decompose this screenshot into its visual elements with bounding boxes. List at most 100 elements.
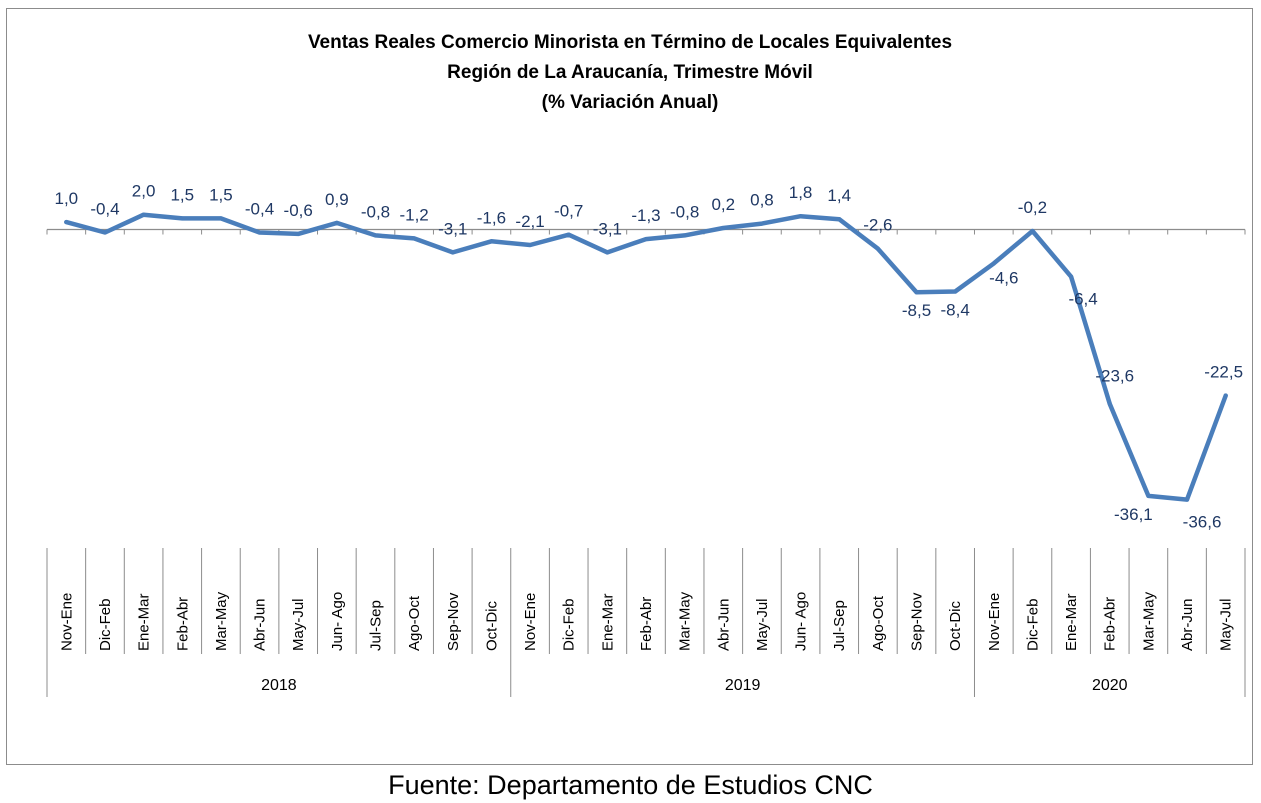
data-label: -2,6	[863, 216, 892, 235]
data-label: 1,8	[789, 183, 813, 202]
category-label: Dic-Feb	[1024, 598, 1041, 651]
data-point	[528, 242, 533, 247]
data-point	[759, 221, 764, 226]
category-label: May-Jul	[754, 598, 771, 651]
data-point	[1223, 393, 1228, 398]
data-point	[953, 289, 958, 294]
category-label: Nov-Ene	[986, 593, 1003, 651]
data-point	[412, 236, 417, 241]
data-point	[450, 250, 455, 255]
chart-subtitle: Región de La Araucanía, Trimestre Móvil	[447, 62, 813, 83]
data-label: -3,1	[593, 219, 622, 238]
data-point	[180, 216, 185, 221]
data-label: 1,0	[55, 189, 79, 208]
category-label: Feb-Abr	[638, 597, 655, 651]
data-label: 0,8	[750, 191, 774, 210]
data-label: -0,7	[554, 202, 583, 221]
data-point	[566, 232, 571, 237]
data-point	[875, 246, 880, 251]
data-label: -23,6	[1095, 367, 1134, 386]
data-point	[489, 239, 494, 244]
category-label: May-Jul	[290, 598, 307, 651]
data-label: -0,2	[1018, 198, 1047, 217]
data-point	[373, 233, 378, 238]
data-point	[1146, 493, 1151, 498]
category-label: Mar-May	[213, 591, 230, 651]
series-line-layer	[64, 212, 1228, 502]
data-label: -8,4	[941, 300, 970, 319]
data-label: -22,5	[1204, 363, 1243, 382]
category-label-layer: Nov-Ene Dic-Feb Ene-Mar Feb-Abr Mar-May Abr-J…	[58, 591, 1234, 694]
category-label: Jun- Ago	[793, 592, 810, 651]
category-label: Oct-Dic	[483, 601, 500, 651]
category-label: Ago-Oct	[406, 595, 423, 651]
category-label: Abr-Jun	[715, 598, 732, 651]
data-point	[644, 237, 648, 242]
data-point	[218, 216, 223, 221]
data-point	[605, 250, 610, 255]
chart-subtitle-units: (% Variación Anual)	[542, 92, 719, 113]
data-label: -2,1	[515, 212, 544, 231]
data-label: -1,2	[399, 205, 428, 224]
data-point	[798, 214, 803, 219]
data-label: -1,6	[477, 208, 506, 227]
year-label: 2020	[1092, 677, 1128, 694]
category-label: Ene-Mar	[599, 593, 616, 651]
series-line	[64, 212, 1228, 502]
category-label: Abr-Jun	[1179, 598, 1196, 651]
data-label: 1,5	[209, 185, 233, 204]
category-label: Feb-Abr	[174, 597, 191, 651]
data-point	[682, 233, 687, 238]
category-label: Jul-Sep	[367, 600, 384, 651]
category-label: Dic-Feb	[97, 598, 114, 651]
data-label: 1,4	[827, 186, 851, 205]
data-label: -1,3	[631, 206, 660, 225]
data-label: 0,2	[711, 195, 735, 214]
data-point	[64, 220, 69, 225]
chart-frame	[6, 8, 1253, 765]
data-point	[334, 220, 339, 225]
category-label: Mar-May	[677, 591, 694, 651]
data-point	[141, 212, 146, 217]
data-label: -8,5	[902, 301, 931, 320]
data-point	[721, 226, 726, 231]
chart-title: Ventas Reales Comercio Minorista en Térm…	[308, 32, 952, 53]
data-point	[1185, 497, 1190, 502]
data-point	[914, 290, 919, 295]
data-point	[257, 230, 262, 235]
data-label: -0,4	[245, 199, 274, 218]
data-point	[1069, 274, 1074, 279]
data-label: -0,6	[284, 201, 313, 220]
category-label: Jul-Sep	[831, 600, 848, 651]
category-label: Jun- Ago	[329, 592, 346, 651]
category-label: Abr-Jun	[252, 598, 269, 651]
data-point	[1030, 228, 1035, 233]
data-point	[991, 261, 996, 266]
category-label: Nov-Ene	[58, 593, 75, 651]
category-label: Feb-Abr	[1102, 597, 1119, 651]
data-label: -0,8	[361, 202, 390, 221]
data-label: -6,4	[1068, 290, 1097, 309]
data-label-layer: 1,0-0,42,0 1,5 1,5-0,4 -0,60,9-0,8 -1,2-3,1-…	[55, 182, 1244, 532]
data-label: -0,4	[90, 199, 119, 218]
year-label: 2019	[725, 677, 761, 694]
category-label: Nov-Ene	[522, 593, 539, 651]
category-label: May-Jul	[1218, 598, 1235, 651]
category-label: Ene-Mar	[1063, 593, 1080, 651]
category-label: Oct-Dic	[947, 601, 964, 651]
data-label: -3,1	[438, 219, 467, 238]
year-label: 2018	[261, 677, 297, 694]
data-label: 1,5	[170, 185, 194, 204]
category-label: Ene-Mar	[136, 593, 153, 651]
data-point	[1107, 401, 1112, 406]
category-label: Sep-Nov	[909, 592, 926, 651]
data-label: 0,9	[325, 190, 349, 209]
category-label: Sep-Nov	[445, 592, 462, 651]
data-point	[296, 231, 301, 236]
category-label: Dic-Feb	[561, 598, 578, 651]
category-label: Mar-May	[1140, 591, 1157, 651]
source-note: Fuente: Departamento de Estudios CNC	[388, 770, 873, 800]
data-label: 2,0	[132, 182, 156, 201]
data-point	[102, 230, 107, 235]
data-point	[837, 217, 842, 222]
